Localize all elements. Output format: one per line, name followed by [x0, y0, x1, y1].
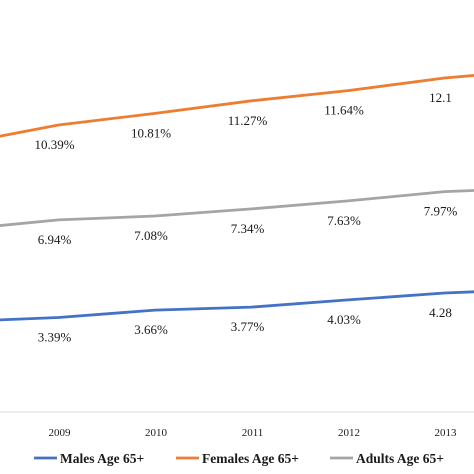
data-label-males-age-65-2009: 3.39%: [38, 330, 72, 345]
x-tick-label-2009: 2009: [49, 427, 72, 439]
x-axis-ticks: 2009 2010 2011 2012 2013: [49, 427, 458, 439]
data-labels: 3.39% 3.66% 3.77% 4.03% 4.28 10.39% 10.81% 11.2…: [34, 90, 457, 345]
data-label-females-age-65-2011: 11.27%: [228, 113, 268, 128]
data-label-males-age-65-2013: 4.28: [429, 305, 452, 320]
data-label-females-age-65-2013: 12.1: [429, 90, 452, 105]
x-tick-label-2012: 2012: [338, 427, 360, 439]
data-label-females-age-65-2009: 10.39%: [34, 137, 74, 152]
data-label-adults-age-65-2011: 7.34%: [231, 221, 265, 236]
data-label-females-age-65-2010: 10.81%: [131, 125, 171, 140]
data-label-adults-age-65-2013: 7.97%: [424, 204, 458, 219]
data-label-adults-age-65-2009: 6.94%: [38, 232, 72, 247]
series-line-females-age-65: [0, 74, 474, 138]
x-tick-label-2010: 2010: [145, 427, 168, 439]
data-label-adults-age-65-2012: 7.63%: [327, 213, 361, 228]
data-label-adults-age-65-2010: 7.08%: [134, 228, 168, 243]
data-label-males-age-65-2010: 3.66%: [134, 322, 168, 337]
x-tick-label-2011: 2011: [242, 427, 264, 439]
series-line-adults-age-65: [0, 189, 474, 227]
legend-label-adults-age-65: Adults Age 65+: [356, 451, 444, 466]
series-line-males-age-65: [0, 290, 474, 322]
data-label-males-age-65-2011: 3.77%: [231, 319, 265, 334]
x-tick-label-2013: 2013: [435, 427, 458, 439]
legend: Males Age 65+ Females Age 65+ Adults Age 6…: [34, 451, 444, 466]
legend-label-females-age-65: Females Age 65+: [202, 451, 299, 466]
series-layer: [0, 74, 474, 322]
data-label-males-age-65-2012: 4.03%: [327, 312, 361, 327]
data-label-females-age-65-2012: 11.64%: [324, 103, 364, 118]
legend-label-males-age-65: Males Age 65+: [60, 451, 144, 466]
